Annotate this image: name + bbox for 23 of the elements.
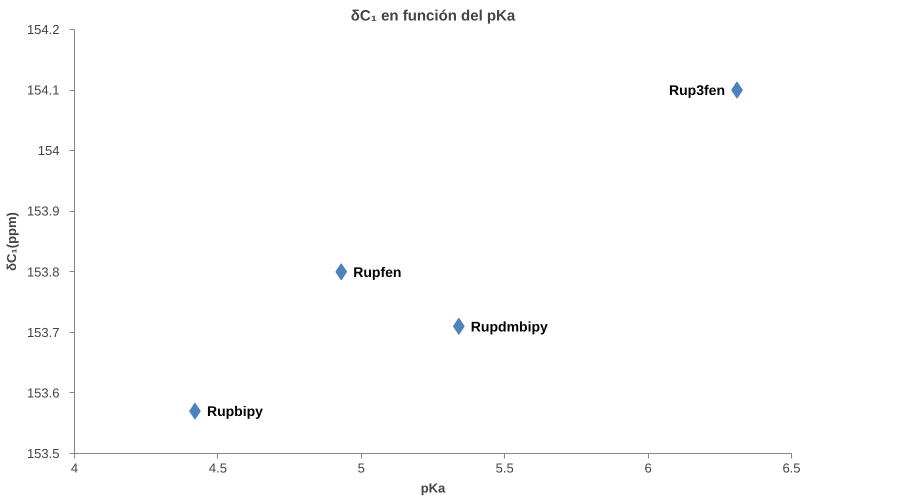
- x-tick-label: 5.5: [496, 460, 514, 476]
- y-tick-label: 153.5: [26, 446, 60, 461]
- y-tick-label: 153.8: [26, 264, 60, 280]
- annotation: Rupdmbipy: [470, 318, 548, 334]
- chart-title: δC₁ en función del pKa: [350, 8, 516, 24]
- x-tick-label: 6.5: [782, 460, 801, 476]
- x-tick-label: 4.5: [208, 460, 227, 476]
- annotation: Rup3fen: [669, 82, 726, 98]
- y-tick-label: 153.9: [26, 204, 60, 219]
- y-axis-title: δC₁(ppm): [4, 212, 19, 271]
- annotation: Rupbipy: [206, 403, 264, 420]
- point: [452, 318, 465, 335]
- y-tick-label: 154.2: [26, 22, 60, 37]
- point: [335, 263, 348, 280]
- y-tick-label: 154.1: [26, 82, 60, 98]
- annotation: Rupfen: [353, 264, 402, 280]
- x-tick-label: 4: [70, 460, 78, 476]
- x-axis-title: pKa: [420, 480, 446, 496]
- y-tick-label: 154: [38, 143, 60, 158]
- x-tick-label: 5: [358, 460, 365, 476]
- y-tick-label: 153.6: [26, 385, 60, 400]
- x-tick-label: 6: [644, 460, 652, 476]
- y-tick-label: 153.7: [26, 324, 60, 340]
